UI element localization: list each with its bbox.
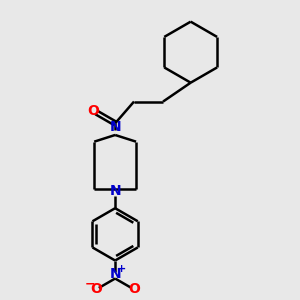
Text: O: O — [87, 104, 99, 118]
Text: N: N — [110, 267, 122, 280]
Text: O: O — [90, 282, 102, 296]
Text: N: N — [109, 120, 121, 134]
Text: O: O — [128, 282, 140, 296]
Text: −: − — [85, 278, 95, 291]
Text: +: + — [117, 264, 126, 274]
Text: N: N — [109, 184, 121, 198]
